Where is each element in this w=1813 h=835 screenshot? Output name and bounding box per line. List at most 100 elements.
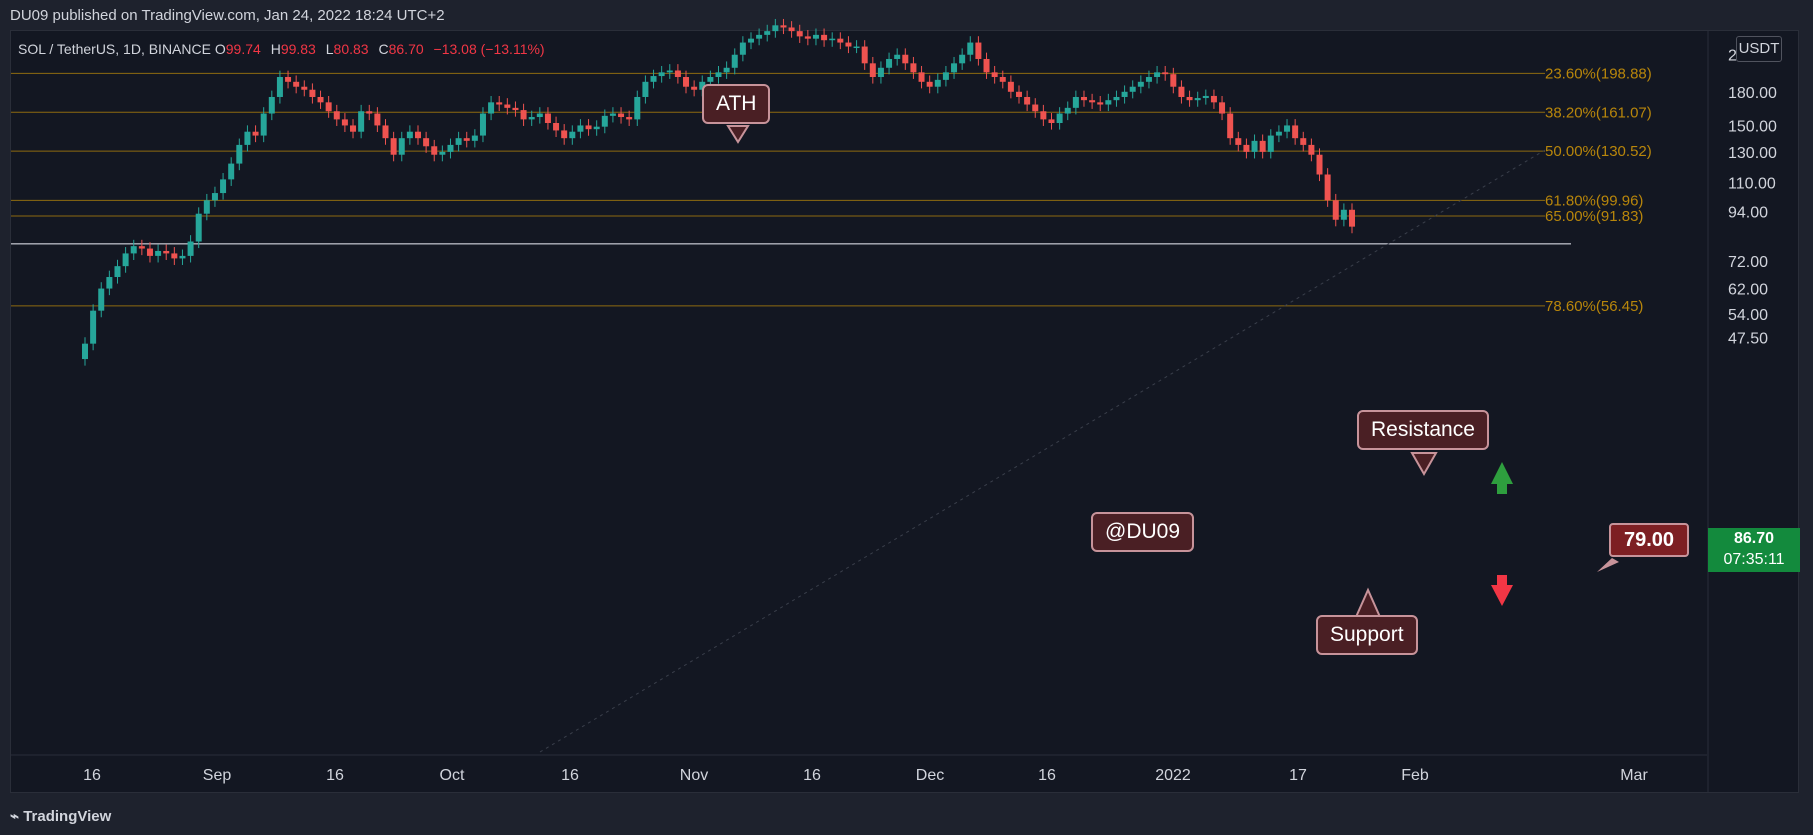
- candle-body: [390, 138, 397, 155]
- candle-body: [130, 246, 137, 254]
- candle-body: [1210, 95, 1217, 103]
- candle-body: [293, 81, 300, 87]
- candle-body: [1105, 100, 1112, 105]
- candle-body: [350, 125, 357, 132]
- candle-body: [902, 54, 909, 64]
- candle-body: [488, 102, 495, 114]
- candle-body: [845, 42, 852, 47]
- x-tick-label: 16: [803, 767, 821, 784]
- target-price-label: 79.00: [1609, 523, 1689, 557]
- y-tick-label: 72.00: [1728, 254, 1768, 271]
- y-tick-label: 110.00: [1728, 176, 1776, 193]
- candle-body: [447, 144, 454, 152]
- resistance-pointer: [1410, 452, 1438, 477]
- candle-body: [626, 117, 633, 120]
- candle-body: [423, 138, 430, 147]
- candle-body: [1154, 72, 1161, 78]
- candle-body: [276, 77, 283, 97]
- candle-body: [1137, 81, 1144, 87]
- candle-body: [942, 72, 949, 80]
- candle-body: [1243, 144, 1250, 152]
- candle-body: [479, 113, 486, 136]
- candle-body: [317, 96, 324, 103]
- candle-body: [504, 104, 511, 108]
- candle-body: [951, 63, 958, 73]
- candle-body: [471, 135, 478, 141]
- x-tick-label: 16: [561, 767, 579, 784]
- high-label: H: [270, 41, 281, 57]
- support-pointer: [1354, 587, 1382, 618]
- y-tick-label: 150.00: [1728, 118, 1777, 135]
- candle-body: [236, 144, 243, 164]
- candle-body: [439, 151, 446, 155]
- candle-body: [723, 67, 730, 73]
- x-tick-label: 16: [1038, 767, 1056, 784]
- publish-info: DU09 published on TradingView.com, Jan 2…: [10, 7, 445, 24]
- chart-panel[interactable]: [10, 30, 1799, 793]
- candle-body: [1016, 91, 1023, 97]
- candle-body: [1259, 140, 1266, 152]
- candle-body: [877, 67, 884, 78]
- y-tick-label: 180.00: [1728, 85, 1777, 102]
- candle-body: [934, 79, 941, 87]
- candle-body: [683, 77, 690, 87]
- candle-body: [333, 111, 340, 120]
- candle-body: [544, 113, 551, 123]
- candle-body: [1349, 209, 1355, 227]
- candle-body: [244, 131, 251, 145]
- tradingview-logo[interactable]: ⌁ TradingView: [10, 807, 111, 825]
- candle-body: [1178, 86, 1185, 97]
- target-pointer: [1597, 558, 1619, 572]
- symbol-name: SOL / TetherUS, 1D, BINANCE: [18, 41, 211, 57]
- candle-body: [1097, 102, 1104, 105]
- fib-label: 23.60%(198.88): [1545, 65, 1652, 82]
- x-tick-label: 16: [326, 767, 344, 784]
- x-tick-label: Mar: [1620, 767, 1648, 784]
- candle-body: [756, 34, 763, 39]
- candle-body: [268, 96, 275, 114]
- candle-body: [90, 310, 97, 344]
- candle-body: [1032, 104, 1039, 112]
- candle-body: [252, 131, 259, 136]
- x-tick-label: Feb: [1401, 767, 1429, 784]
- candle-body: [666, 70, 673, 73]
- candle-body: [707, 77, 714, 82]
- change-value: −13.08 (−13.11%): [433, 41, 545, 57]
- open-label: O: [214, 41, 226, 57]
- candle-body: [959, 54, 966, 64]
- candle-body: [536, 113, 543, 118]
- candle-body: [991, 72, 998, 78]
- candle-body: [195, 213, 202, 242]
- candle-body: [618, 113, 625, 118]
- candle-body: [601, 115, 608, 127]
- candle-body: [414, 131, 421, 139]
- candle-body: [1072, 96, 1079, 108]
- candle-body: [106, 277, 113, 289]
- x-tick-label: Nov: [680, 767, 708, 784]
- low-label: L: [325, 41, 334, 57]
- candle-body: [138, 246, 145, 249]
- candle-body: [309, 89, 316, 97]
- candle-body: [1121, 91, 1128, 97]
- candle-body: [585, 125, 592, 130]
- candle-body: [1040, 111, 1047, 120]
- candle-body: [593, 126, 600, 130]
- candle-body: [1113, 96, 1120, 101]
- candle-body: [1048, 119, 1055, 123]
- candle-body: [999, 77, 1006, 82]
- candle-body: [634, 96, 641, 120]
- x-tick-label: Oct: [440, 767, 465, 784]
- candle-body: [122, 253, 129, 267]
- candle-body: [431, 146, 438, 155]
- candle-body: [886, 58, 893, 68]
- footer-bar: ⌁ TradingView: [0, 795, 1813, 835]
- candle-body: [1324, 174, 1331, 201]
- candle-body: [975, 42, 982, 59]
- candle-body: [1186, 96, 1193, 101]
- candle-body: [1056, 113, 1063, 123]
- candle-body: [382, 125, 389, 139]
- fib-label: 50.00%(130.52): [1545, 143, 1652, 160]
- currency-unit-button[interactable]: USDT: [1736, 36, 1782, 62]
- candle-body: [796, 31, 803, 37]
